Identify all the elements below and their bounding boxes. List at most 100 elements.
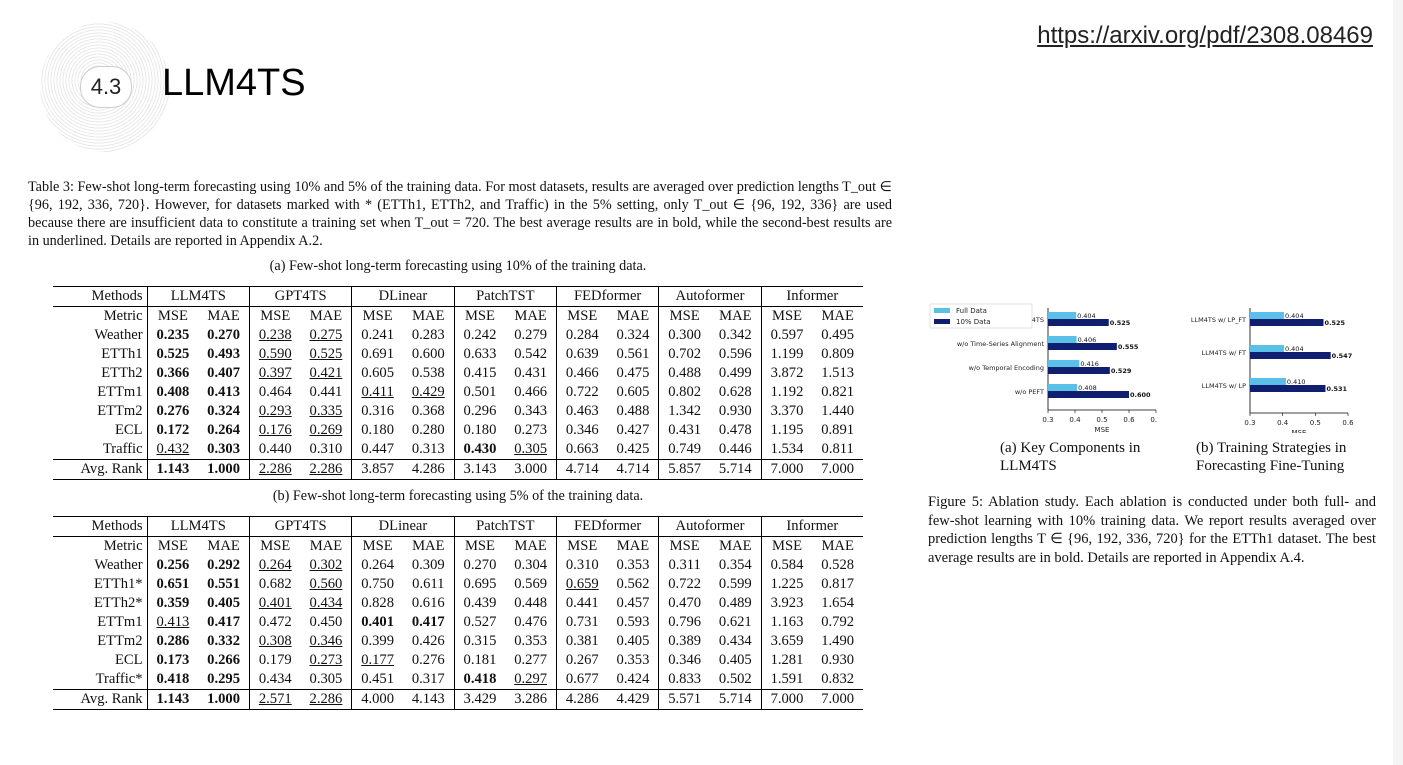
cell-value: 0.596 (718, 346, 752, 362)
dataset-name: ECL (115, 422, 143, 438)
cell-value: 7.000 (821, 461, 855, 477)
cell-value: 0.593 (616, 614, 650, 630)
x-tick-label: 0.5 (1096, 416, 1107, 424)
cell-value: 0.488 (616, 403, 650, 419)
table-cell: 4.143 (402, 689, 455, 710)
scrollbar[interactable] (1393, 0, 1403, 765)
cell-value: 0.448 (514, 595, 548, 611)
table-cell: 0.466 (555, 364, 608, 383)
cell-value: 0.446 (718, 441, 752, 457)
table-cell: 4.286 (402, 459, 455, 480)
cell-value: 0.930 (821, 652, 855, 668)
cell-value: 3.000 (514, 461, 548, 477)
table-cell: 0.284 (555, 326, 608, 345)
cell-value: 0.466 (514, 384, 548, 400)
table-cell: 0.439 (453, 594, 506, 613)
metric-mse: MSE (351, 306, 403, 326)
cell-value: 0.495 (821, 327, 855, 343)
table-cell: 0.397 (248, 364, 301, 383)
method-header: FEDformer (555, 516, 659, 537)
x-tick-label: 0.7 (1150, 416, 1158, 424)
cell-value: 0.828 (361, 595, 395, 611)
source-url-link[interactable]: https://arxiv.org/pdf/2308.08469 (1037, 22, 1373, 49)
table-cell: 0.749 (658, 440, 710, 460)
cell-value: 0.401 (258, 595, 292, 611)
cell-value: 0.264 (361, 557, 395, 573)
cell-value: 2.571 (258, 691, 292, 707)
table-cell: 0.309 (403, 556, 454, 575)
cell-value: 0.176 (258, 422, 292, 438)
table-row: Avg. Rank 1.143 1.000 2.286 2.286 3.857 4.286 3… (53, 459, 863, 480)
table-cell: 0.177 (351, 651, 403, 670)
table-cell: 0.346 (301, 632, 352, 651)
dataset-name: ETTh2 (101, 365, 143, 381)
cell-value: 0.796 (668, 614, 702, 630)
cell-value: 0.731 (565, 614, 599, 630)
cell-value: 0.599 (718, 576, 752, 592)
bar-value-label: 0.555 (1118, 343, 1139, 351)
section-title: LLM4TS (162, 62, 306, 104)
table-cell: 0.180 (351, 421, 403, 440)
table-cell: 2.286 (300, 459, 352, 480)
dataset-name: ETTh2* (93, 595, 143, 611)
cell-value: 0.300 (668, 327, 702, 343)
cell-value: 0.590 (258, 346, 292, 362)
bar-value-label: 0.410 (1287, 378, 1306, 386)
bar (1048, 384, 1078, 391)
table-cell: 0.304 (505, 556, 556, 575)
bar (1048, 367, 1110, 374)
table-cell: 5.714 (709, 459, 762, 480)
table-cell: 1.534 (760, 440, 813, 460)
cell-value: 0.401 (361, 614, 395, 630)
cell-value: 1.143 (156, 461, 190, 477)
cell-value: 3.923 (770, 595, 804, 611)
x-tick-label: 0.4 (1069, 416, 1081, 424)
cell-value: 0.792 (821, 614, 855, 630)
table-cell: 1.281 (760, 651, 813, 670)
table-cell: 0.562 (608, 575, 659, 594)
table-cell: 0.346 (658, 651, 710, 670)
dataset-name: Traffic (102, 441, 143, 457)
method-header: GPT4TS (248, 286, 352, 307)
legend-label: Full Data (956, 307, 987, 315)
table-cell: 0.293 (248, 402, 301, 421)
cell-value: 0.354 (718, 557, 752, 573)
cell-value: 0.562 (616, 576, 650, 592)
cell-value: 0.284 (565, 327, 599, 343)
cell-value: 0.502 (718, 671, 752, 687)
table-cell: 0.346 (555, 421, 608, 440)
methods-header: Methods (53, 286, 148, 307)
dataset-name: ECL (115, 652, 143, 668)
cell-value: 0.276 (156, 403, 190, 419)
category-label: LLM4TS w/ LP (1202, 382, 1246, 390)
cell-value: 0.270 (207, 327, 241, 343)
cell-value: 1.591 (770, 671, 804, 687)
legend-label: 10% Data (956, 318, 991, 326)
table-cell: 4.000 (351, 689, 403, 710)
table-cell: 0.303 (198, 440, 249, 460)
table-cell: 0.276 (403, 651, 454, 670)
table-cell: 0.466 (505, 383, 556, 402)
category-label: LLM4TS w/ FT (1202, 349, 1246, 357)
cell-value: 0.621 (718, 614, 752, 630)
table-cell: 0.527 (453, 613, 506, 632)
table-cell: 0.353 (608, 651, 659, 670)
cell-value: 0.722 (565, 384, 599, 400)
cell-value: 0.651 (156, 576, 190, 592)
cell-value: 0.283 (411, 327, 445, 343)
cell-value: 0.305 (309, 671, 343, 687)
cell-value: 0.457 (616, 595, 650, 611)
table-cell: 0.368 (403, 402, 454, 421)
table-cell: 1.591 (760, 670, 813, 690)
table-cell: 0.408 (146, 383, 199, 402)
cell-value: 0.309 (411, 557, 445, 573)
table-cell: 0.821 (812, 383, 863, 402)
table-cell: 0.633 (453, 345, 506, 364)
table-cell: 0.335 (301, 402, 352, 421)
table-cell: 0.605 (608, 383, 659, 402)
table-cell: 0.722 (555, 383, 608, 402)
table-cell: 7.000 (760, 689, 813, 710)
table-cell: 0.448 (505, 594, 556, 613)
cell-value: 0.173 (156, 652, 190, 668)
bar-value-label: 0.531 (1326, 385, 1347, 393)
